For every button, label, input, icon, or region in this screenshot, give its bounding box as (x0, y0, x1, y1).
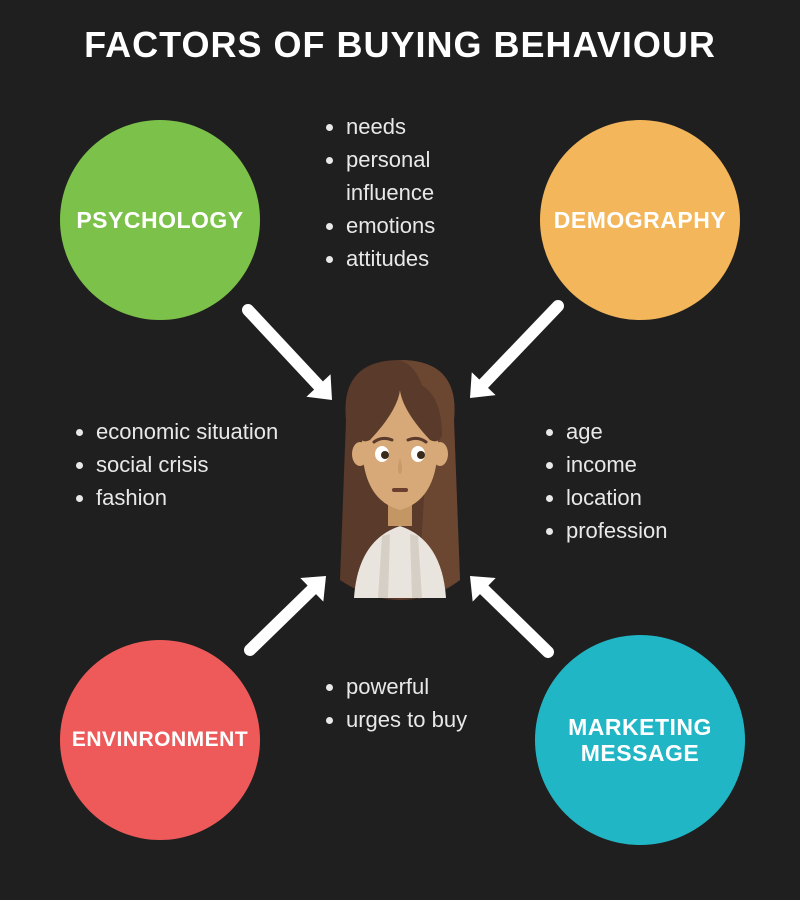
person-avatar-icon (300, 350, 500, 610)
